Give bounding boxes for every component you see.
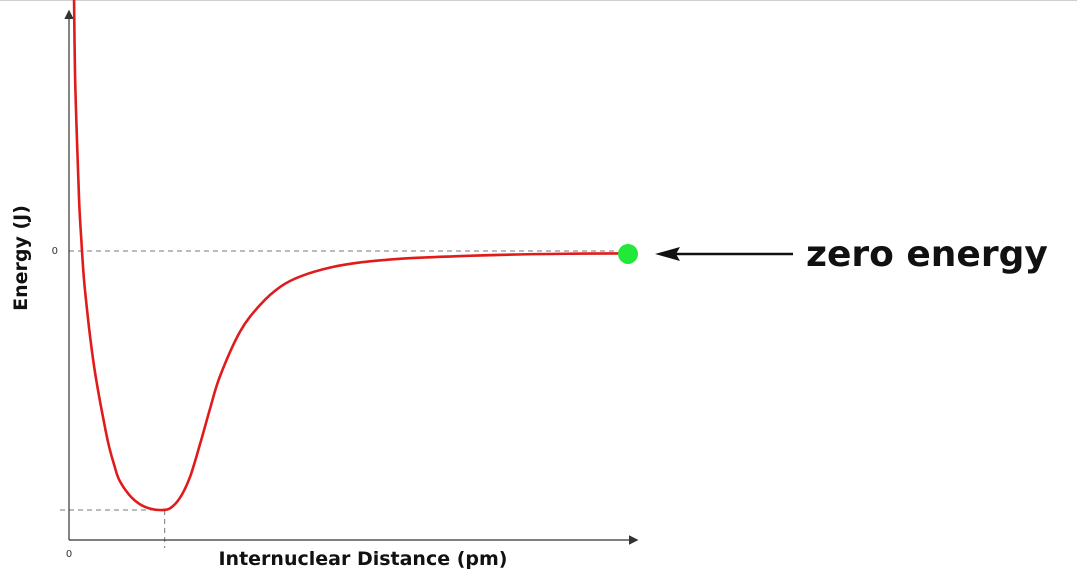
x-axis-title: Internuclear Distance (pm) <box>218 548 507 570</box>
y-tick-label: 0 <box>52 246 58 257</box>
zero-energy-dot <box>618 243 638 264</box>
x-tick-label: 0 <box>66 549 72 560</box>
annotation-label: zero energy <box>806 234 1048 275</box>
y-axis-title: Energy (J) <box>10 205 32 311</box>
top-border <box>0 0 1077 1</box>
annotation-arrowhead <box>655 246 680 261</box>
potential-energy-curve <box>72 0 625 512</box>
